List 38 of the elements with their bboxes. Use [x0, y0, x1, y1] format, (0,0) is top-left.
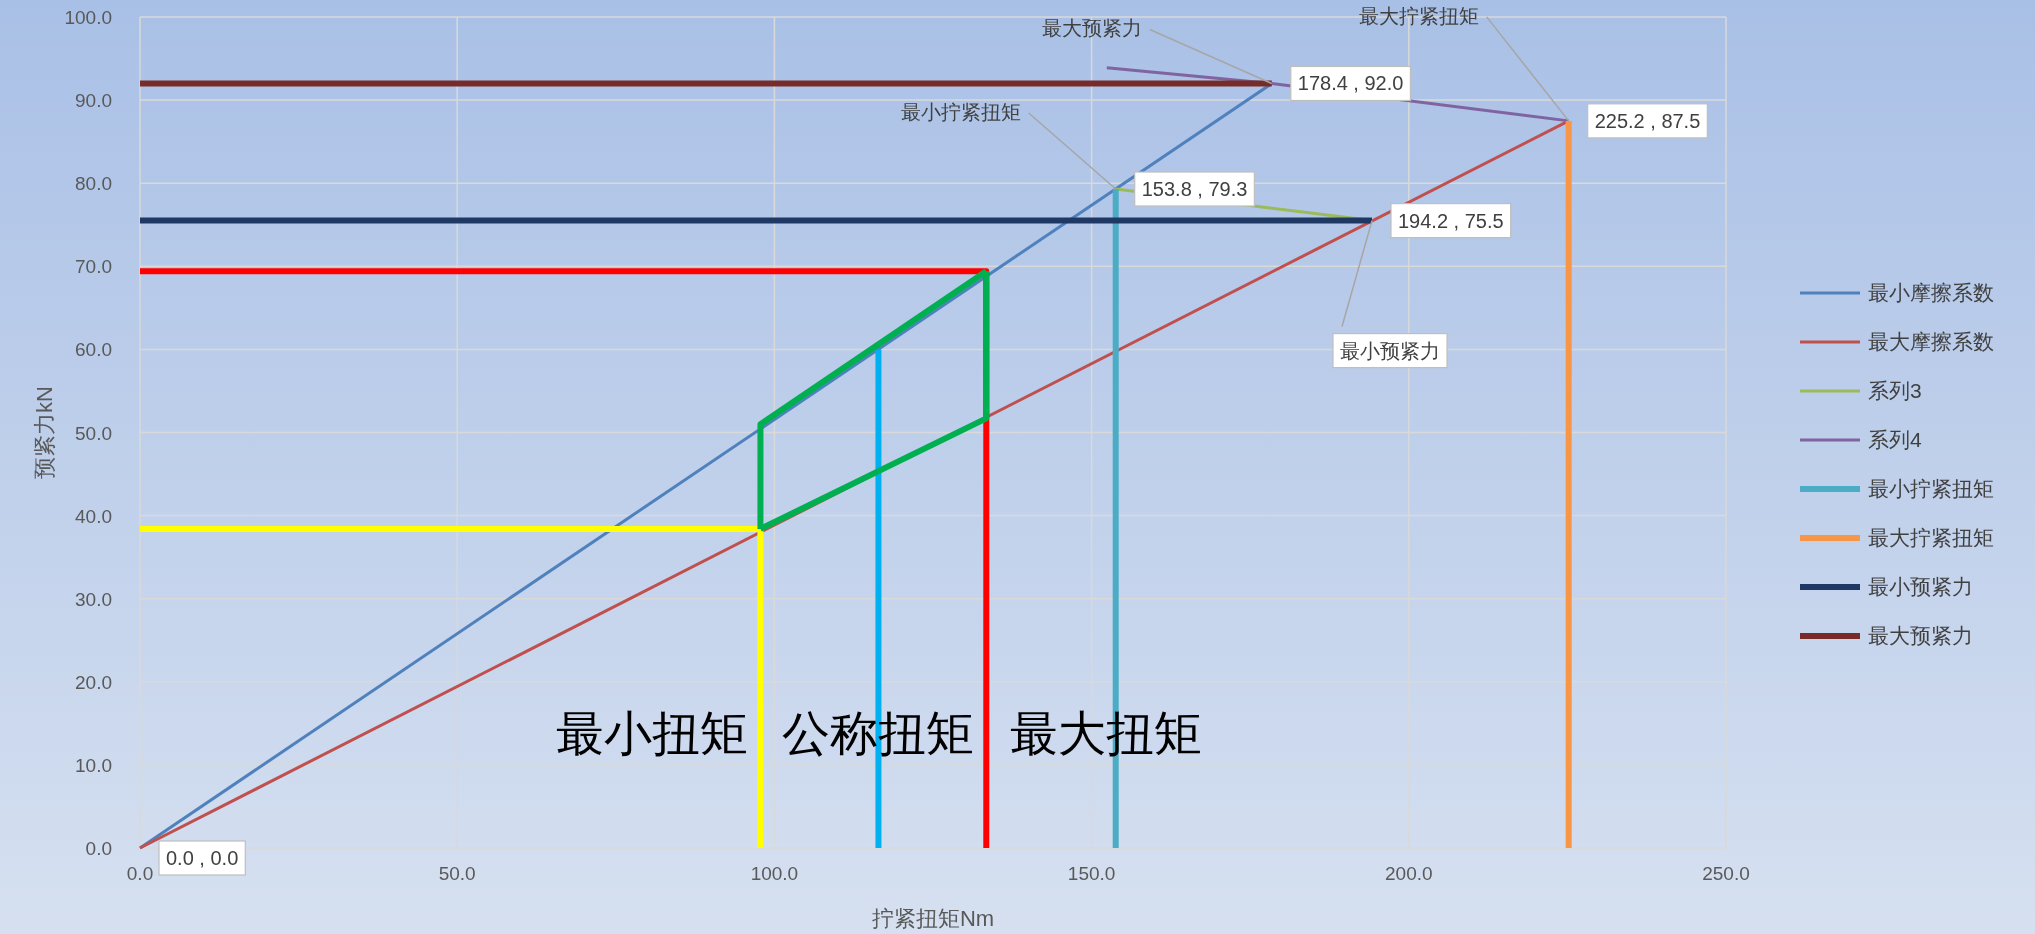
x-tick-label: 0.0 [126, 863, 154, 884]
annotation: 最小扭矩 [556, 706, 749, 760]
legend-label: 最大拧紧扭矩 [1868, 526, 1994, 549]
legend-label: 系列3 [1868, 379, 1922, 402]
y-tick-label: 0.0 [85, 838, 112, 859]
annotation: 194.2 , 75.5 [1398, 209, 1504, 232]
y-tick-label: 10.0 [75, 754, 112, 776]
x-tick-label: 250.0 [1702, 863, 1750, 884]
annotation: 153.8 , 79.3 [1141, 178, 1248, 201]
legend-label: 最大摩擦系数 [1868, 330, 1994, 353]
x-axis-title: 拧紧扭矩Nm [871, 906, 995, 931]
x-tick-label: 150.0 [1067, 863, 1116, 884]
y-tick-label: 70.0 [75, 256, 112, 278]
annotation: 0.0 , 0.0 [166, 847, 239, 869]
x-tick-label: 200.0 [1385, 863, 1433, 884]
x-tick-label: 100.0 [750, 863, 799, 884]
x-tick-label: 50.0 [438, 863, 476, 884]
y-tick-label: 80.0 [75, 173, 112, 195]
annotation: 最大扭矩 [1010, 706, 1203, 760]
annotation: 178.4 , 92.0 [1297, 72, 1404, 95]
legend-label: 最小拧紧扭矩 [1868, 477, 1994, 500]
annotation: 最大预紧力 [1041, 17, 1142, 40]
annotation: 225.2 , 87.5 [1594, 109, 1701, 132]
y-tick-label: 50.0 [75, 422, 112, 444]
annotation: 最大拧紧扭矩 [1358, 4, 1479, 27]
annotation: 最小预紧力 [1340, 339, 1440, 362]
y-axis-title: 预紧力kN [32, 386, 57, 479]
annotation: 最小拧紧扭矩 [900, 101, 1021, 124]
legend-label: 最小预紧力 [1868, 575, 1973, 598]
y-tick-label: 30.0 [75, 588, 112, 610]
legend-label: 最小摩擦系数 [1868, 281, 1994, 304]
y-tick-label: 90.0 [75, 90, 112, 112]
legend-label: 系列4 [1868, 428, 1922, 451]
y-tick-label: 100.0 [64, 7, 112, 28]
legend-label: 最大预紧力 [1868, 624, 1973, 647]
y-tick-label: 20.0 [75, 671, 112, 693]
y-tick-label: 40.0 [75, 505, 112, 527]
y-tick-label: 60.0 [75, 339, 112, 361]
